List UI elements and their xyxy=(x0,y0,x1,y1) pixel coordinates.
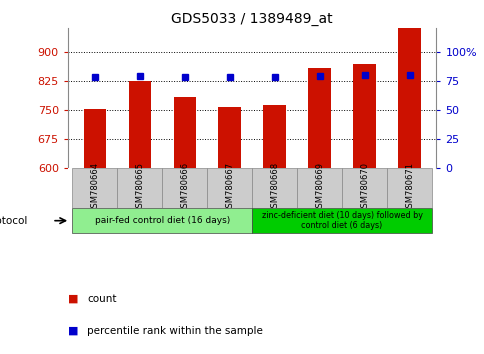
Text: GSM780670: GSM780670 xyxy=(359,162,368,213)
FancyBboxPatch shape xyxy=(162,168,207,208)
Text: count: count xyxy=(87,294,117,304)
Text: ■: ■ xyxy=(68,326,78,336)
Text: GSM780664: GSM780664 xyxy=(90,162,99,213)
Text: percentile rank within the sample: percentile rank within the sample xyxy=(87,326,263,336)
Text: GSM780669: GSM780669 xyxy=(315,162,323,213)
FancyBboxPatch shape xyxy=(207,168,252,208)
Text: zinc-deficient diet (10 days) followed by
control diet (6 days): zinc-deficient diet (10 days) followed b… xyxy=(261,211,422,230)
Text: GSM780668: GSM780668 xyxy=(270,162,279,213)
Text: growth protocol: growth protocol xyxy=(0,216,28,226)
Bar xyxy=(218,107,241,168)
FancyBboxPatch shape xyxy=(252,168,297,208)
FancyBboxPatch shape xyxy=(72,208,252,233)
FancyBboxPatch shape xyxy=(386,168,431,208)
Bar xyxy=(128,81,151,168)
FancyBboxPatch shape xyxy=(341,168,386,208)
FancyBboxPatch shape xyxy=(117,168,162,208)
FancyBboxPatch shape xyxy=(252,208,431,233)
Bar xyxy=(263,105,286,168)
Bar xyxy=(353,64,375,168)
FancyBboxPatch shape xyxy=(72,168,117,208)
Title: GDS5033 / 1389489_at: GDS5033 / 1389489_at xyxy=(171,12,333,26)
Bar xyxy=(83,109,106,168)
Text: ■: ■ xyxy=(68,294,78,304)
Text: GSM780667: GSM780667 xyxy=(225,162,234,213)
Text: GSM780665: GSM780665 xyxy=(135,162,144,213)
Bar xyxy=(397,28,420,168)
Text: GSM780671: GSM780671 xyxy=(404,162,413,213)
Bar xyxy=(173,97,196,168)
Text: GSM780666: GSM780666 xyxy=(180,162,189,213)
Bar xyxy=(308,68,330,168)
FancyBboxPatch shape xyxy=(297,168,341,208)
Text: pair-fed control diet (16 days): pair-fed control diet (16 days) xyxy=(94,216,229,225)
